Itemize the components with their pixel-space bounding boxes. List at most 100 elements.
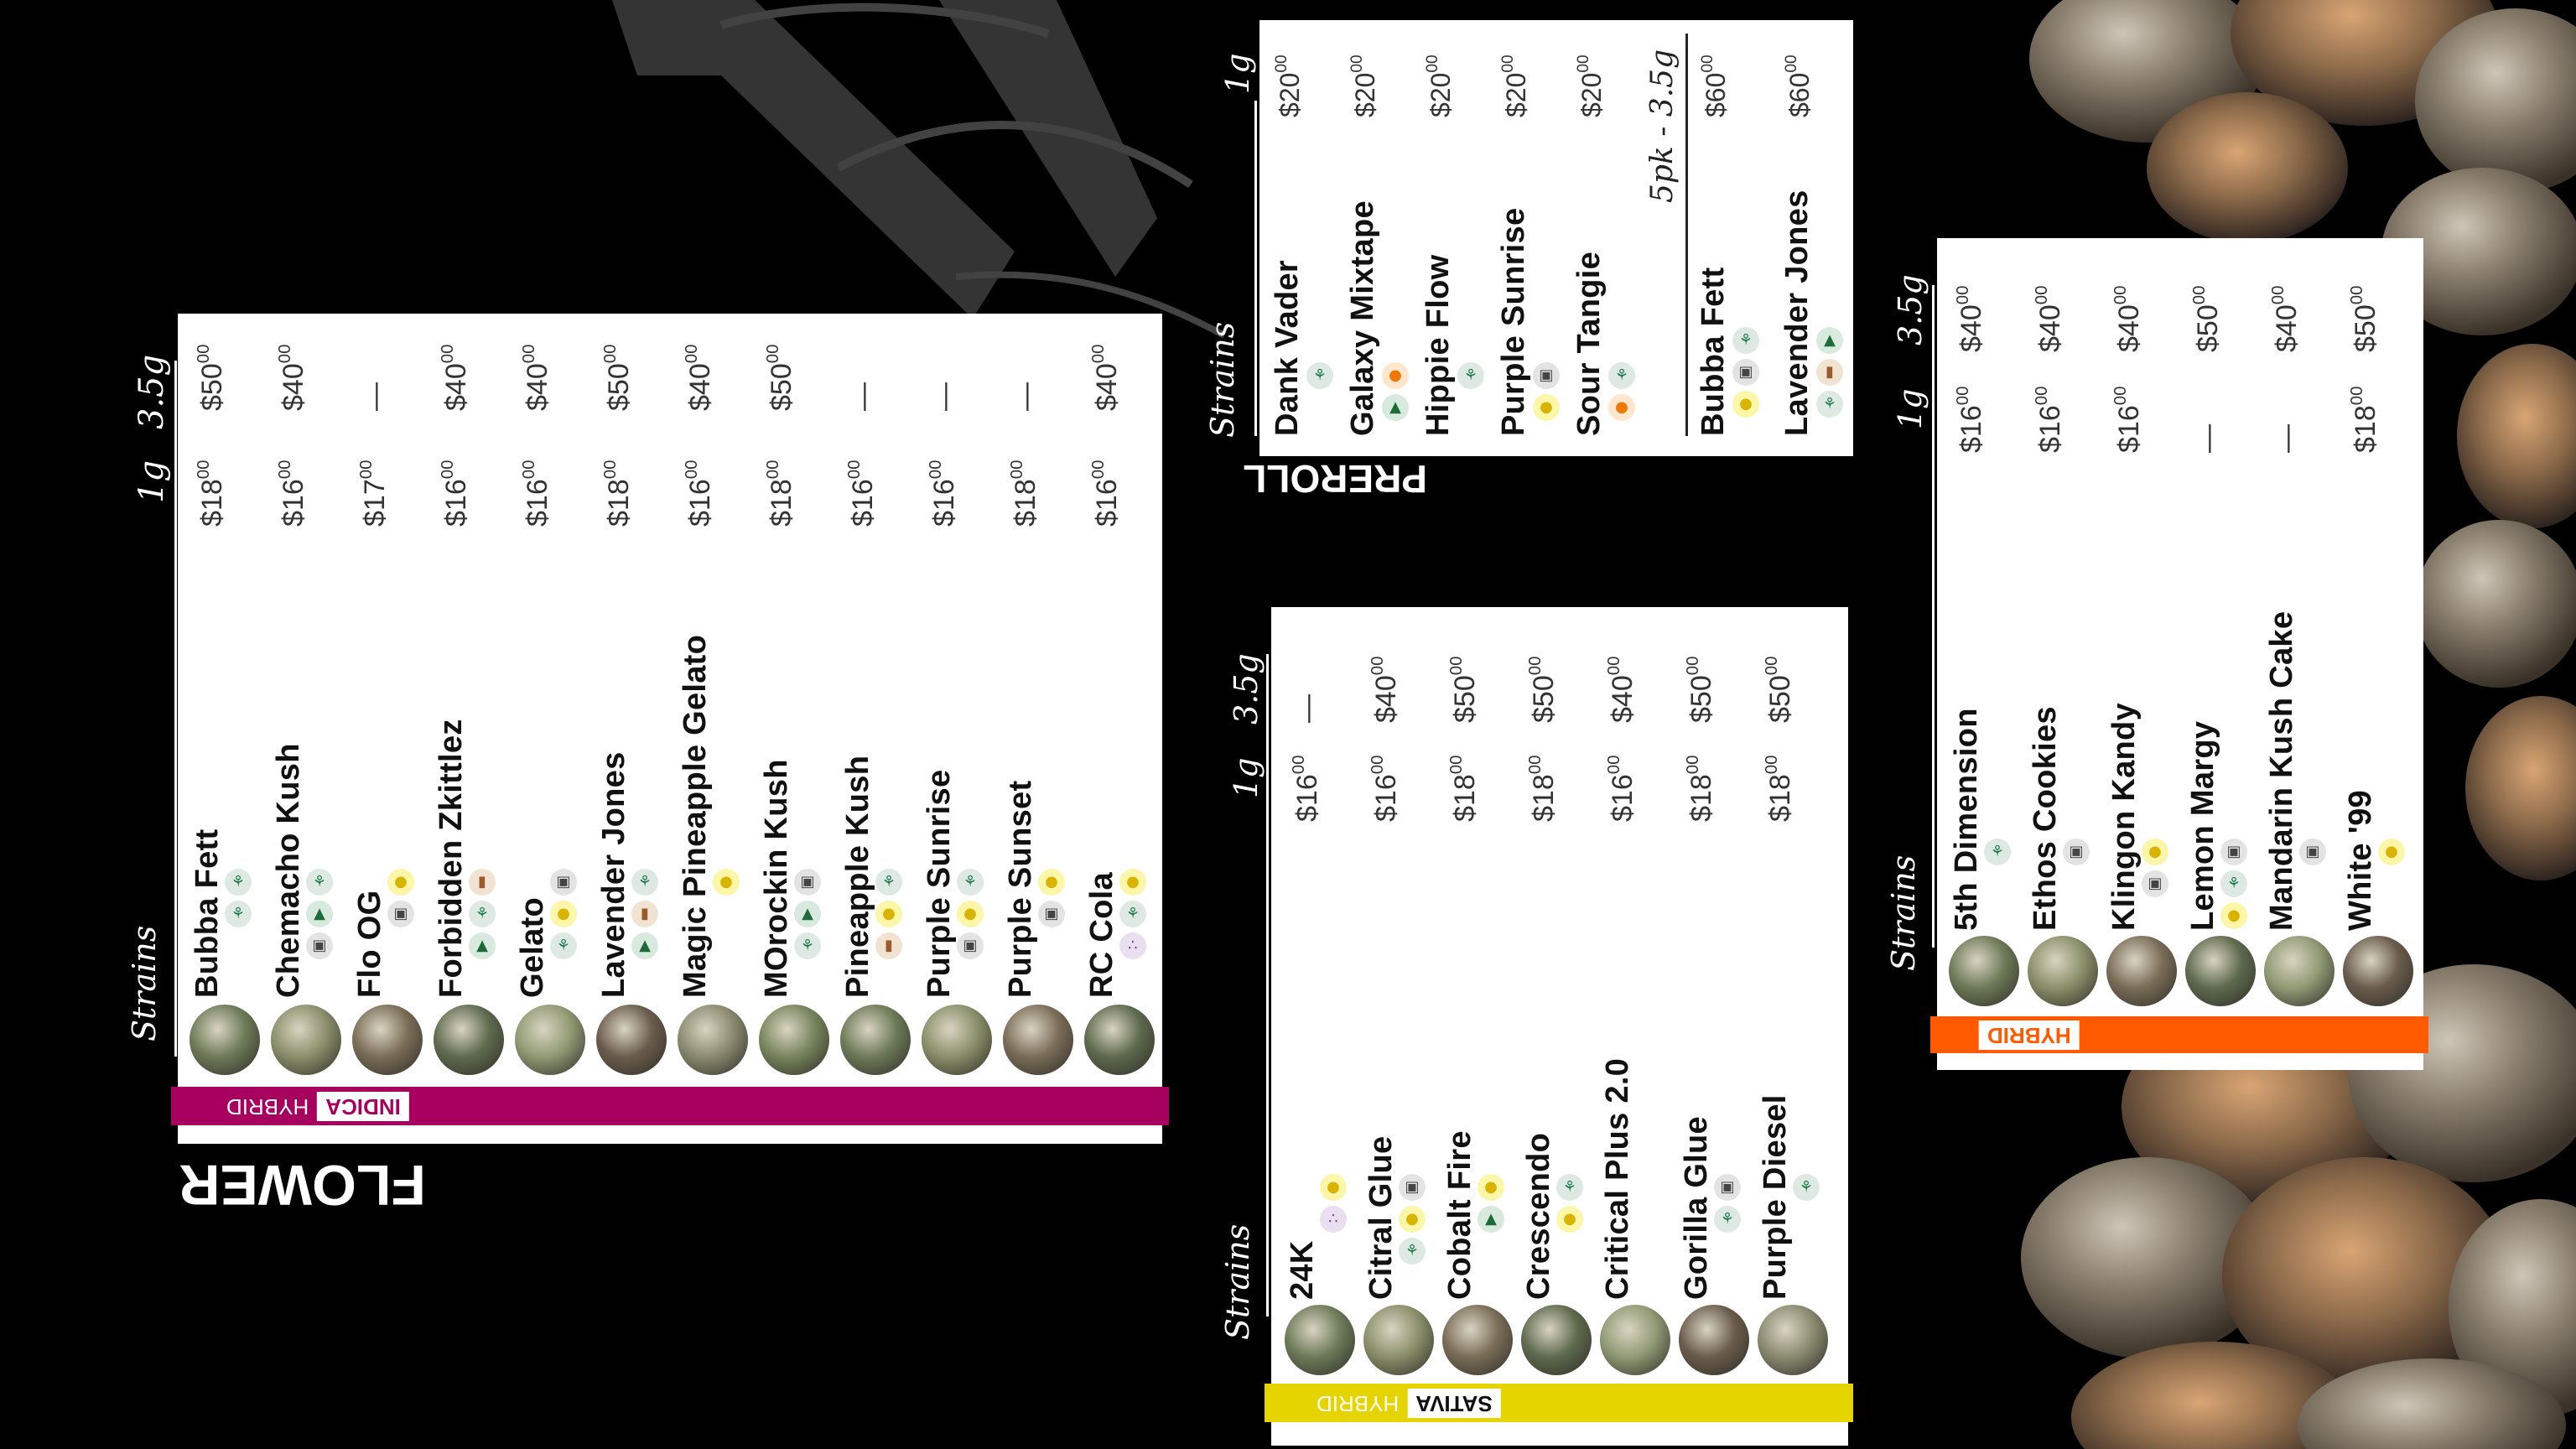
pine-icon: ▲ xyxy=(1816,327,1843,354)
strain-photo xyxy=(1600,1305,1670,1375)
leaf-icon: ⚘ xyxy=(794,932,821,959)
leaf-icon: ⚘ xyxy=(225,901,252,927)
flower-header-strains: Strains xyxy=(126,925,163,1041)
price-1g: $1600 xyxy=(845,460,879,527)
strain-name: Forbidden Zkittlez xyxy=(434,719,469,998)
flavor-icons: ▣ ● xyxy=(2142,839,2168,897)
price-1g: $1600 xyxy=(683,460,716,527)
flavor-icons: ⚘ ⚘ xyxy=(225,869,252,927)
flavor-icons: ● xyxy=(2378,839,2405,865)
strain-name: Gelato xyxy=(515,896,550,998)
price-1g: $1800 xyxy=(601,460,635,527)
fuel-icon: ▣ xyxy=(550,869,577,896)
hybrid-panel xyxy=(1937,238,2423,1070)
fuel-icon: ▣ xyxy=(2299,839,2326,865)
strain-photo xyxy=(2264,936,2334,1006)
price-1g: $1800 xyxy=(1763,755,1796,822)
strain-name: 24K xyxy=(1285,1240,1320,1300)
price-3-5g: $4000 xyxy=(2033,285,2066,352)
price-3-5g: $4000 xyxy=(1089,344,1123,411)
strain-photo xyxy=(434,1005,504,1075)
leaf-icon: ⚘ xyxy=(1608,362,1635,389)
flavor-icons: ⚘ ▮ ▲ xyxy=(1816,327,1843,418)
flavor-icons: ● ▣ xyxy=(1533,362,1560,421)
price-1g: $1800 xyxy=(1447,755,1481,822)
sativa-header-35g: 3.5g xyxy=(1228,653,1265,724)
price-1g: $1700 xyxy=(357,460,391,527)
lemon-icon: ● xyxy=(713,869,740,896)
band-primary-label: HYBRID xyxy=(1979,1021,2080,1050)
strain-name: Cobalt Fire xyxy=(1442,1130,1478,1300)
strain-name: Bubba Fett xyxy=(190,828,225,998)
price-3-5g: — xyxy=(1010,382,1041,411)
band-primary-label: INDICA xyxy=(317,1092,409,1121)
price-1g: $1800 xyxy=(1008,460,1041,527)
hybrid-band-label: HYBRID xyxy=(1979,1021,2080,1050)
price-3-5g: $4000 xyxy=(2269,285,2303,352)
flavor-icons: ⚘ ● ▣ xyxy=(550,869,577,959)
price-3-5g: — xyxy=(928,382,960,411)
wood-icon: ▮ xyxy=(1816,359,1843,386)
flavor-icons: ▲ ● xyxy=(1382,362,1409,421)
lemon-icon: ● xyxy=(1399,1206,1426,1233)
fuel-icon: ▣ xyxy=(1533,362,1560,389)
flower-header-line xyxy=(174,361,177,1057)
leaf-icon: ⚘ xyxy=(225,869,252,896)
lemon-icon: ● xyxy=(1320,1174,1347,1201)
strain-name: Ethos Cookies xyxy=(2028,706,2063,931)
lemon-icon: ● xyxy=(1038,869,1065,896)
flower-band-label: INDICA HYBRID xyxy=(218,1092,409,1121)
flavor-icons: ● ⚘ xyxy=(1556,1174,1583,1233)
fuel-icon: ▣ xyxy=(2063,839,2090,865)
price-1g: $1600 xyxy=(520,460,553,527)
flavor-icons: ▣ ● xyxy=(387,869,414,927)
flavor-icons: ▣ xyxy=(2063,839,2090,865)
wood-icon: ▮ xyxy=(875,932,902,959)
strain-name: Purple Sunrise xyxy=(1496,207,1531,436)
price-1g: $1800 xyxy=(764,460,797,527)
leaf-icon: ⚘ xyxy=(1984,839,2011,865)
flower-header-35g: 3.5g xyxy=(132,354,171,429)
leaf-icon: ⚘ xyxy=(1714,1206,1741,1233)
lemon-icon: ● xyxy=(1556,1206,1583,1233)
price-3-5g: $5000 xyxy=(1526,656,1560,723)
fuel-icon: ▣ xyxy=(794,869,821,896)
strain-photo xyxy=(922,1005,992,1075)
price-1g: $2000 xyxy=(1424,55,1456,117)
fuel-icon: ▣ xyxy=(1714,1174,1741,1201)
price-1g: $6000 xyxy=(1699,55,1731,117)
pine-icon: ▲ xyxy=(306,901,333,927)
strain-photo xyxy=(2343,936,2413,1006)
leaf-icon: ⚘ xyxy=(1119,901,1146,927)
price-1g: $1800 xyxy=(2348,386,2381,453)
strain-name: RC Cola xyxy=(1084,872,1119,998)
strain-photo xyxy=(271,1005,341,1075)
grape-icon: ∴ xyxy=(1119,932,1146,959)
price-3-5g: $4000 xyxy=(1605,656,1639,723)
strain-name: Crescendo xyxy=(1521,1132,1556,1300)
strain-name: Hippie Flow xyxy=(1420,254,1456,436)
strain-name: Bubba Fett xyxy=(1696,267,1731,436)
price-3-5g: $4000 xyxy=(2111,285,2145,352)
flavor-icons: ⚘ xyxy=(1306,362,1333,389)
flower-header-1g: 1g xyxy=(132,460,171,503)
sativa-header-strains: Strains xyxy=(1219,1223,1256,1340)
preroll-header-5pk: 5pk - 3.5g xyxy=(1645,49,1680,203)
strain-photo xyxy=(1949,936,2019,1006)
flavor-icons: ● ⚘ ▣ xyxy=(2220,839,2247,929)
price-1g: — xyxy=(2271,424,2303,453)
strain-photo xyxy=(1521,1305,1592,1375)
strain-name: Lavender Jones xyxy=(596,751,631,998)
sativa-header-1g: 1g xyxy=(1228,757,1265,798)
lemon-icon: ● xyxy=(1533,394,1560,421)
preroll-title: PREROLL xyxy=(1243,457,1427,501)
strain-photo xyxy=(1084,1005,1155,1075)
flavor-icons: ∴ ● xyxy=(1320,1174,1347,1233)
flavor-icons: ● ▣ ⚘ xyxy=(1732,327,1759,418)
flavor-icons: ▲ ⚘ ▮ xyxy=(469,869,496,959)
price-3-5g: $5000 xyxy=(2190,285,2224,352)
strain-name: Purple Sunrise xyxy=(922,769,957,998)
price-1g: $1600 xyxy=(439,460,472,527)
lemon-icon: ● xyxy=(387,869,414,896)
price-1g: $1600 xyxy=(276,460,309,527)
